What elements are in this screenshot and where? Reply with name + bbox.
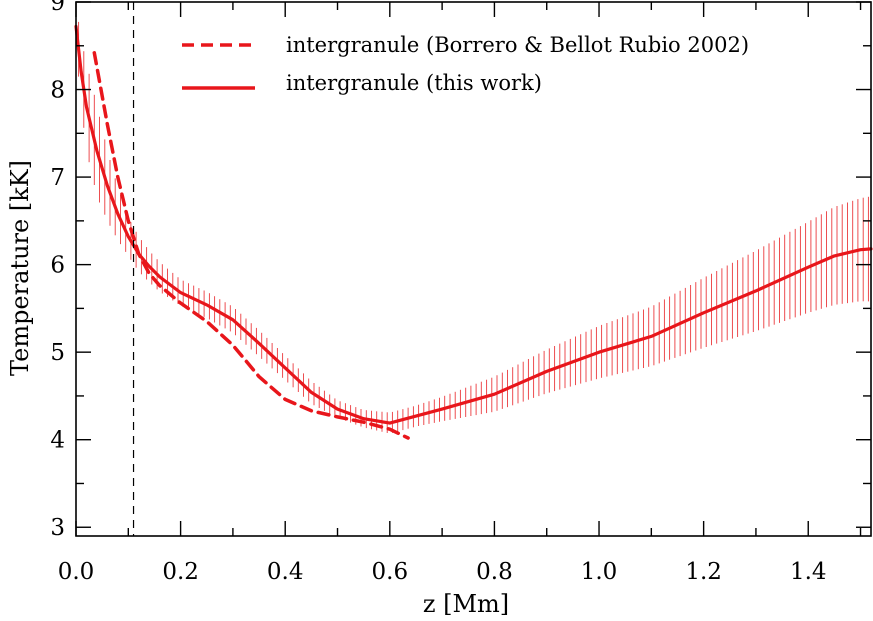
y-tick-label: 5 bbox=[50, 340, 65, 366]
y-tick-label: 4 bbox=[50, 428, 65, 454]
series-lines bbox=[74, 24, 873, 440]
x-tick-label: 1.4 bbox=[790, 559, 827, 585]
x-tick-label: 1.0 bbox=[581, 559, 618, 585]
axis-ticks bbox=[75, 1, 871, 536]
x-tick-label: 0.0 bbox=[58, 559, 95, 585]
tick-labels: 0.0 0.2 0.4 0.6 0.8 1.0 1.2 1.4 3 4 5 6 7 8 9 bbox=[50, 0, 826, 585]
x-tick-label: 1.2 bbox=[685, 559, 722, 585]
y-tick-label: 9 bbox=[50, 0, 65, 16]
series-line-borrero-2002 bbox=[92, 51, 410, 440]
y-tick-label: 7 bbox=[50, 165, 65, 191]
x-tick-label: 0.6 bbox=[372, 559, 409, 585]
legend: intergranule (Borrero & Bellot Rubio 200… bbox=[182, 33, 749, 95]
y-tick-label: 6 bbox=[50, 253, 65, 279]
y-tick-label: 3 bbox=[50, 515, 65, 541]
legend-label-dashed: intergranule (Borrero & Bellot Rubio 200… bbox=[286, 33, 749, 57]
x-tick-label: 0.8 bbox=[476, 559, 513, 585]
x-tick-label: 0.2 bbox=[162, 559, 199, 585]
series-line-this-work bbox=[74, 24, 873, 425]
legend-label-solid: intergranule (this work) bbox=[286, 71, 542, 95]
x-tick-label: 0.4 bbox=[267, 559, 304, 585]
x-axis-title: z [Mm] bbox=[423, 590, 509, 618]
y-tick-label: 8 bbox=[50, 78, 65, 104]
plot-border bbox=[75, 1, 872, 537]
plot-frame bbox=[75, 1, 872, 537]
y-axis-title: Temperature [kK] bbox=[6, 160, 34, 376]
